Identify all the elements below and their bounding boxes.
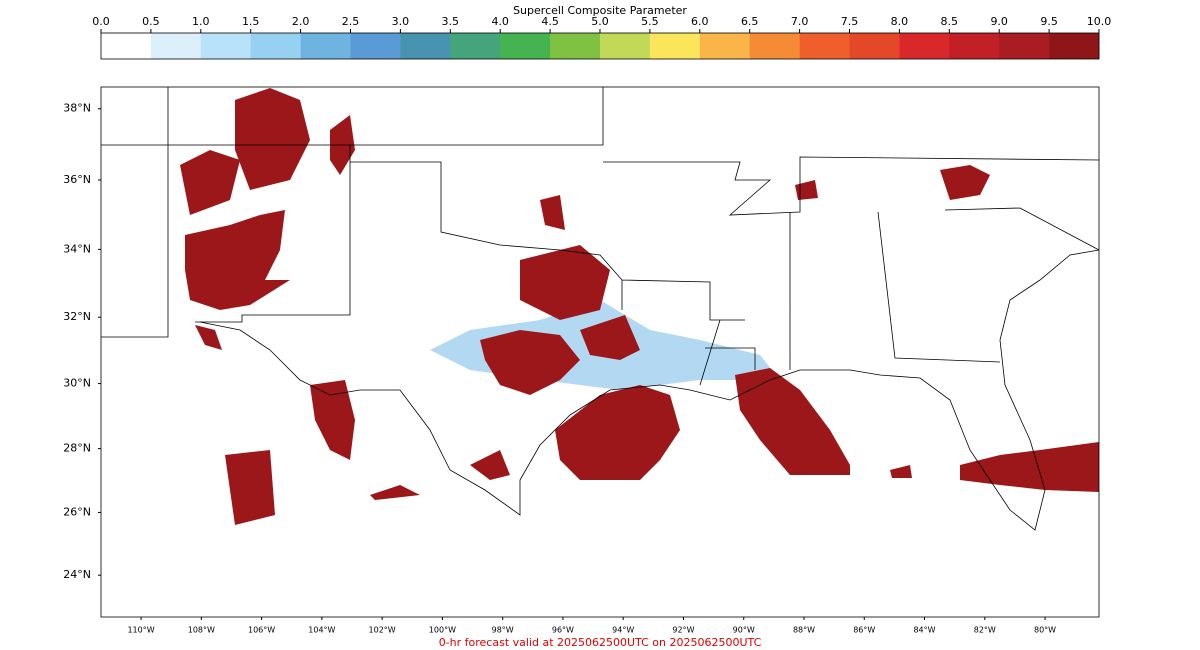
colorbar-swatch [649, 33, 701, 59]
colorbar-swatch [350, 33, 401, 59]
colorbar-swatch [799, 33, 850, 59]
colorbar-tick-label: 0.0 [92, 15, 110, 28]
lon-tick-label: 80°W [1034, 626, 1056, 635]
colorbar-tick-label: 10.0 [1087, 15, 1112, 28]
colorbar-tick-label: 0.5 [142, 15, 160, 28]
colorbar-tick-label: 9.5 [1040, 15, 1058, 28]
colorbar-tick-label: 2.0 [292, 15, 310, 28]
colorbar-tick-label: 4.5 [541, 15, 559, 28]
colorbar-title: Supercell Composite Parameter [513, 4, 687, 17]
lon-tick-label: 90°W [733, 626, 755, 635]
lon-tick-label: 100°W [429, 626, 456, 635]
colorbar-swatch [250, 33, 301, 59]
lat-tick-label: 28°N [63, 442, 91, 455]
colorbar-tick-label: 1.5 [242, 15, 260, 28]
lat-tick-label: 38°N [63, 102, 91, 115]
lon-tick-label: 94°W [612, 626, 634, 635]
lon-tick-label: 102°W [369, 626, 396, 635]
colorbar-tick-label: 6.5 [741, 15, 759, 28]
lon-tick-label: 96°W [552, 626, 574, 635]
colorbar-tick-label: 3.5 [442, 15, 460, 28]
lon-tick-label: 106°W [248, 626, 275, 635]
colorbar-tick-label: 4.0 [491, 15, 509, 28]
lon-tick-label: 98°W [492, 626, 514, 635]
colorbar-swatch [500, 33, 551, 59]
lon-tick-label: 110°W [127, 626, 154, 635]
lon-tick-label: 82°W [974, 626, 996, 635]
colorbar-swatch [550, 33, 601, 59]
colorbar-swatch [999, 33, 1050, 59]
colorbar-swatch [899, 33, 950, 59]
colorbar-tick-label: 1.0 [192, 15, 210, 28]
colorbar-swatch [600, 33, 651, 59]
colorbar-swatch [450, 33, 501, 59]
colorbar-tick-label: 8.0 [891, 15, 909, 28]
colorbar-tick-label: 9.0 [990, 15, 1008, 28]
colorbar-swatch [1049, 33, 1100, 59]
colorbar-swatch [150, 33, 202, 59]
colorbar: 0.0 0.5 1.0 1.5 2.0 2.5 3.0 3.5 4.0 4.5 5.0 5.5 6.0 6… [92, 15, 1112, 60]
map-frame [100, 86, 1100, 618]
colorbar-tick-label: 5.0 [591, 15, 609, 28]
colorbar-swatch [200, 33, 251, 59]
colorbar-tick-label: 6.0 [691, 15, 709, 28]
lat-tick-label: 36°N [63, 173, 91, 186]
colorbar-swatch [300, 33, 351, 59]
lat-tick-label: 26°N [63, 505, 91, 518]
lat-tick-label: 34°N [63, 242, 91, 255]
colorbar-tick-label: 2.5 [342, 15, 360, 28]
footer: 0-hr forecast valid at 2025062500UTC on … [439, 636, 762, 649]
colorbar-tick-label: 5.5 [641, 15, 659, 28]
colorbar-swatch [101, 33, 152, 59]
lon-tick-label: 84°W [913, 626, 935, 635]
lat-tick-label: 32°N [63, 310, 91, 323]
colorbar-tick-label: 8.5 [941, 15, 959, 28]
lat-tick-label: 30°N [63, 377, 91, 390]
colorbar-tick-label: 3.0 [392, 15, 410, 28]
colorbar-swatch [749, 33, 800, 59]
colorbar-swatch [849, 33, 900, 59]
lon-tick-label: 108°W [188, 626, 215, 635]
map-axes: 24°N 26°N 28°N 30°N 32°N 34°N 36°N 38°N 110°W 108… [63, 102, 1056, 635]
lon-tick-label: 104°W [308, 626, 335, 635]
colorbar-swatch [400, 33, 451, 59]
colorbar-tick-label: 7.0 [791, 15, 809, 28]
colorbar-tick-label: 7.5 [841, 15, 859, 28]
lon-tick-label: 88°W [793, 626, 815, 635]
lat-tick-label: 24°N [63, 568, 91, 581]
colorbar-swatch [699, 33, 750, 59]
colorbar-swatch [949, 33, 1000, 59]
lon-tick-label: 86°W [853, 626, 875, 635]
lon-tick-label: 92°W [672, 626, 694, 635]
map-field [101, 87, 1100, 531]
